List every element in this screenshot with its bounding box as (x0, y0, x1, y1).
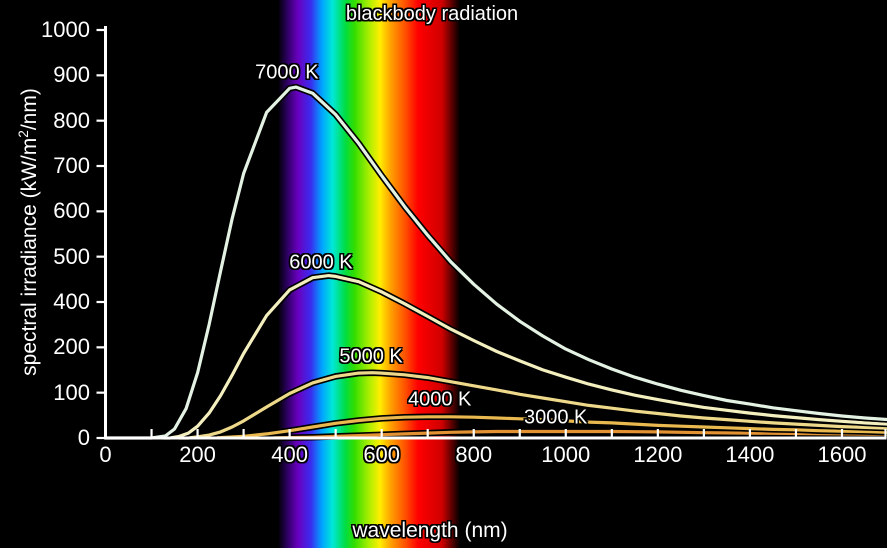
x-axis-ticks (104, 429, 887, 438)
curve-label: 4000 K (407, 388, 472, 411)
curve-label: 7000 K (255, 61, 319, 84)
y-axis-title-superscript: 2 (16, 130, 31, 138)
blackbody-curves (102, 83, 887, 442)
curve-label: 3000 K (523, 406, 588, 429)
x-tick-label: 400 (271, 442, 308, 467)
y-tick-label: 200 (53, 334, 90, 360)
axes (104, 26, 887, 440)
y-tick-label: 600 (53, 198, 90, 224)
y-tick-label: 400 (53, 289, 90, 314)
x-tick-label: 800 (455, 442, 493, 467)
x-tick-label: 1400 (725, 442, 775, 467)
y-tick-label: 0 (77, 425, 90, 450)
x-axis-title: wavelength (nm) (352, 519, 508, 542)
y-tick-label: 500 (53, 243, 90, 269)
y-tick-label: 800 (53, 107, 90, 133)
chart-title: blackbody radiation (345, 3, 519, 25)
y-tick-label: 900 (53, 62, 90, 88)
curve-5000 (103, 371, 887, 440)
x-tick-label: 1000 (541, 442, 591, 467)
y-tick-label: 100 (53, 379, 90, 405)
x-tick-label: 0 (99, 442, 112, 467)
curve-label: 6000 K (289, 251, 353, 274)
curve-7000 (103, 85, 887, 440)
y-axis-ticks (96, 28, 106, 440)
curve-4000 (103, 415, 887, 440)
y-tick-label: 1000 (41, 17, 90, 42)
x-tick-label: 1200 (633, 442, 683, 467)
y-tick-label: 700 (53, 153, 90, 178)
curve-label: 5000 K (339, 345, 403, 368)
curve-6000 (103, 274, 887, 440)
x-tick-label: 200 (179, 442, 216, 467)
x-tick-label: 600 (363, 442, 401, 467)
x-tick-label: 1600 (817, 442, 867, 467)
